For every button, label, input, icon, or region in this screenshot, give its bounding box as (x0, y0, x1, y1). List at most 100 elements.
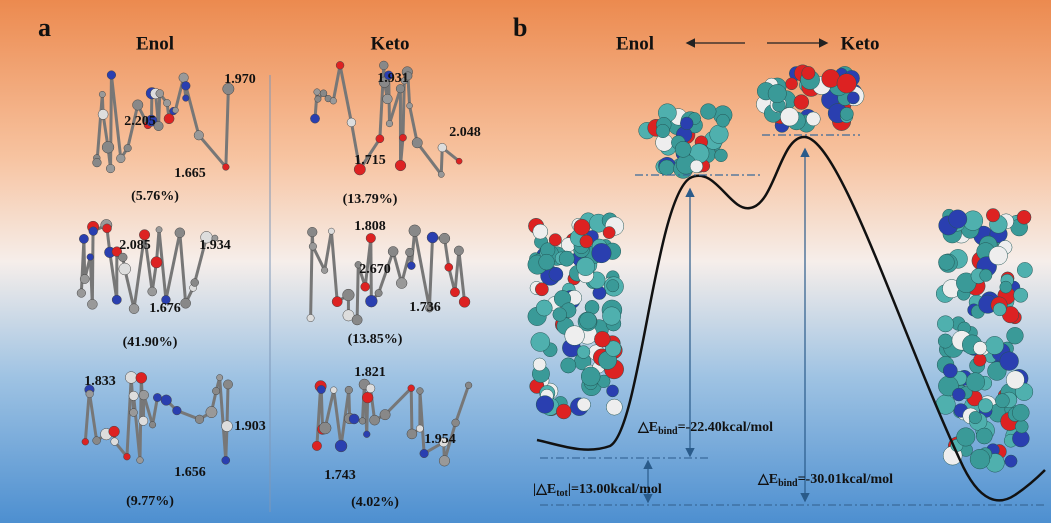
atom (786, 78, 798, 90)
atom (602, 307, 620, 325)
atom (412, 138, 422, 148)
population-label: (5.76%) (131, 189, 179, 204)
atom (559, 251, 574, 266)
atom (309, 243, 317, 251)
distance-label: 1.903 (234, 419, 266, 434)
atom (349, 414, 359, 424)
atom (119, 263, 131, 275)
atom (533, 224, 548, 239)
atom (179, 73, 189, 83)
atom (690, 160, 703, 173)
atom (840, 107, 853, 120)
atom (603, 226, 615, 238)
atom (133, 100, 143, 110)
atom (206, 406, 217, 417)
heading: Keto (370, 33, 409, 54)
atom (1000, 352, 1019, 371)
atom (659, 160, 675, 176)
atom (359, 418, 366, 425)
energy-value: =-22.40kcal/mol (678, 420, 774, 435)
energy-subscript: bind (658, 426, 678, 437)
bond (227, 384, 228, 426)
atom (82, 438, 89, 445)
atom (195, 415, 204, 424)
atom (330, 387, 337, 394)
atom (181, 81, 190, 90)
atom (130, 409, 138, 417)
atom (408, 385, 415, 392)
atom (345, 386, 353, 394)
atom (973, 341, 986, 354)
atom (125, 372, 137, 384)
distance-label: 2.670 (359, 262, 391, 277)
distance-label: 1.743 (324, 468, 356, 483)
atom (409, 225, 421, 237)
atom (129, 304, 139, 314)
distance-label: 1.970 (224, 72, 256, 87)
atom (111, 438, 119, 446)
atom (139, 416, 148, 425)
atom (561, 358, 576, 373)
atom (139, 390, 149, 400)
atom (399, 134, 406, 141)
bond (111, 75, 112, 169)
distance-label: 1.833 (84, 374, 116, 389)
atom (952, 388, 965, 401)
atom (347, 118, 356, 127)
atom (802, 66, 815, 79)
atom (172, 107, 178, 113)
atom (594, 331, 610, 347)
atom (380, 409, 390, 419)
atom (222, 164, 229, 171)
atom (80, 274, 89, 283)
atom (328, 228, 334, 234)
panel-label: b (513, 13, 527, 42)
heading: Enol (136, 33, 174, 54)
atom (376, 135, 384, 143)
atom (407, 429, 417, 439)
atom (973, 354, 986, 367)
atom (576, 257, 594, 275)
population-label: (4.02%) (351, 495, 399, 510)
panel-label: a (38, 13, 51, 42)
page: {"panel_a": {"label": "a", "enol": {"hea… (0, 0, 1051, 523)
population-label: (41.90%) (123, 335, 178, 350)
atom (966, 373, 985, 392)
bond (84, 239, 85, 279)
atom (438, 171, 444, 177)
population-label: (13.79%) (343, 192, 398, 207)
atom (580, 312, 597, 329)
heading: Keto (840, 33, 879, 54)
atom (332, 297, 342, 307)
atom (320, 90, 327, 97)
atom (454, 246, 463, 255)
atom (549, 234, 561, 246)
body: a Enol Keto b Enol Keto 1.9702.2051.665(… (0, 0, 1051, 523)
atom (553, 308, 567, 322)
distance-label: 1.934 (199, 238, 231, 253)
atom (581, 367, 600, 386)
atom (124, 453, 131, 460)
atom (1005, 455, 1017, 467)
energy-prefix: △E (757, 472, 778, 487)
atom (148, 287, 157, 296)
atom (452, 419, 460, 427)
distance-label: 2.048 (449, 125, 481, 140)
atom (993, 303, 1006, 316)
energy-prefix: △E (637, 420, 658, 435)
atom (396, 278, 407, 289)
atom (116, 154, 125, 163)
atom (416, 425, 423, 432)
atom (163, 99, 170, 106)
energy-prefix: |△E (533, 482, 556, 497)
atom (535, 283, 548, 296)
atom (164, 114, 174, 124)
atom (986, 336, 1004, 354)
atom (574, 219, 590, 235)
atom (439, 233, 450, 244)
atom (307, 314, 314, 321)
atom (1006, 371, 1024, 389)
bond (411, 388, 412, 434)
atom (361, 282, 370, 291)
atom (577, 346, 590, 359)
